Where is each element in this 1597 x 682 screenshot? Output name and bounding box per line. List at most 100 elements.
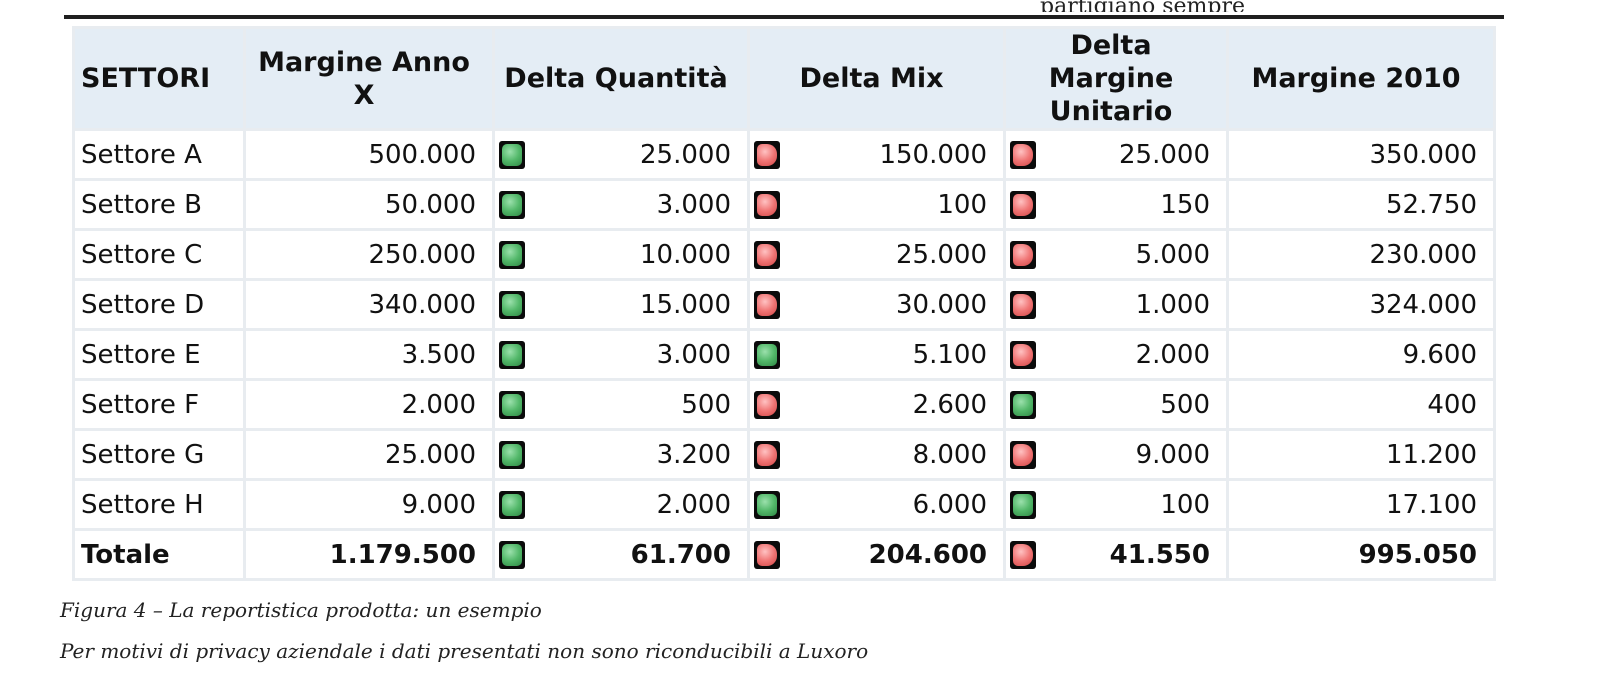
delta-unit-margin-cell: 25.000 — [1003, 128, 1229, 181]
delta-mix-value: 2.600 — [912, 389, 987, 420]
status-indicator-icon — [499, 390, 525, 419]
status-indicator-icon — [1010, 190, 1036, 219]
status-indicator-icon — [754, 190, 780, 219]
delta-unit-margin-value: 2.000 — [1135, 339, 1210, 370]
margin-x-cell: 50.000 — [243, 178, 495, 231]
margin-2010-cell: 17.100 — [1226, 478, 1496, 531]
delta-mix-value: 5.100 — [912, 339, 987, 370]
header-delta-margine-unitario: Delta Margine Unitario — [1003, 26, 1229, 131]
delta-quantity-cell: 15.000 — [492, 278, 750, 331]
delta-quantity-value: 2.000 — [656, 489, 731, 520]
status-indicator-icon — [754, 290, 780, 319]
header-margine-anno-x: Margine Anno X — [243, 26, 495, 131]
status-indicator-icon — [1010, 440, 1036, 469]
delta-unit-margin-value: 9.000 — [1135, 439, 1210, 470]
delta-quantity-cell: 25.000 — [492, 128, 750, 181]
total-row: Totale 1.179.500 61.700 204.600 41.550 9… — [72, 528, 1496, 581]
sector-cell: Settore H — [72, 478, 246, 531]
delta-mix-value: 25.000 — [896, 239, 987, 270]
delta-mix-value: 6.000 — [912, 489, 987, 520]
margin-x-cell: 250.000 — [243, 228, 495, 281]
table-row: Settore B 50.000 3.000 100 150 52.750 — [72, 178, 1496, 231]
table-row: Settore E 3.500 3.000 5.100 2.000 9.600 — [72, 328, 1496, 381]
delta-mix-cell: 6.000 — [747, 478, 1006, 531]
top-rule — [64, 15, 1504, 19]
header-settori: SETTORI — [72, 26, 246, 131]
sector-cell: Settore C — [72, 228, 246, 281]
delta-mix-cell: 2.600 — [747, 378, 1006, 431]
table-row: Settore G 25.000 3.200 8.000 9.000 11.20… — [72, 428, 1496, 481]
status-indicator-icon — [1010, 540, 1036, 569]
delta-unit-margin-value: 5.000 — [1135, 239, 1210, 270]
total-delta-quantity-cell: 61.700 — [492, 528, 750, 581]
margin-2010-cell: 230.000 — [1226, 228, 1496, 281]
margin-x-cell: 500.000 — [243, 128, 495, 181]
delta-unit-margin-value: 500 — [1160, 389, 1210, 420]
delta-unit-margin-cell: 5.000 — [1003, 228, 1229, 281]
delta-mix-value: 150.000 — [879, 139, 987, 170]
status-indicator-icon — [499, 190, 525, 219]
header-delta-mix: Delta Mix — [747, 26, 1006, 131]
total-delta-mix-value: 204.600 — [868, 539, 987, 570]
delta-mix-cell: 5.100 — [747, 328, 1006, 381]
total-delta-unit-margin-value: 41.550 — [1109, 539, 1210, 570]
delta-mix-value: 30.000 — [896, 289, 987, 320]
margin-x-cell: 25.000 — [243, 428, 495, 481]
sector-cell: Settore G — [72, 428, 246, 481]
table-row: Settore F 2.000 500 2.600 500 400 — [72, 378, 1496, 431]
status-indicator-icon — [754, 390, 780, 419]
privacy-note: Per motivi di privacy aziendale i dati p… — [60, 639, 869, 663]
status-indicator-icon — [754, 340, 780, 369]
delta-mix-value: 8.000 — [912, 439, 987, 470]
delta-quantity-value: 3.200 — [656, 439, 731, 470]
delta-quantity-value: 500 — [681, 389, 731, 420]
sector-cell: Settore F — [72, 378, 246, 431]
status-indicator-icon — [499, 340, 525, 369]
delta-mix-cell: 25.000 — [747, 228, 1006, 281]
margin-2010-cell: 9.600 — [1226, 328, 1496, 381]
delta-mix-cell: 100 — [747, 178, 1006, 231]
figure-caption: Figura 4 – La reportistica prodotta: un … — [60, 598, 542, 622]
status-indicator-icon — [1010, 390, 1036, 419]
delta-unit-margin-cell: 500 — [1003, 378, 1229, 431]
delta-unit-margin-cell: 1.000 — [1003, 278, 1229, 331]
delta-quantity-value: 3.000 — [656, 189, 731, 220]
table-row: Settore H 9.000 2.000 6.000 100 17.100 — [72, 478, 1496, 531]
delta-quantity-cell: 3.200 — [492, 428, 750, 481]
delta-mix-cell: 30.000 — [747, 278, 1006, 331]
status-indicator-icon — [1010, 490, 1036, 519]
margin-2010-cell: 400 — [1226, 378, 1496, 431]
margin-x-cell: 340.000 — [243, 278, 495, 331]
margin-x-cell: 2.000 — [243, 378, 495, 431]
status-indicator-icon — [499, 290, 525, 319]
status-indicator-icon — [1010, 140, 1036, 169]
delta-mix-value: 100 — [937, 189, 987, 220]
delta-unit-margin-cell: 150 — [1003, 178, 1229, 231]
status-indicator-icon — [754, 440, 780, 469]
delta-unit-margin-value: 25.000 — [1119, 139, 1210, 170]
header-margine-2010: Margine 2010 — [1226, 26, 1496, 131]
delta-quantity-value: 10.000 — [640, 239, 731, 270]
delta-unit-margin-value: 150 — [1160, 189, 1210, 220]
status-indicator-icon — [499, 140, 525, 169]
delta-unit-margin-cell: 2.000 — [1003, 328, 1229, 381]
table-row: Settore C 250.000 10.000 25.000 5.000 23… — [72, 228, 1496, 281]
status-indicator-icon — [499, 440, 525, 469]
delta-quantity-value: 25.000 — [640, 139, 731, 170]
delta-quantity-cell: 10.000 — [492, 228, 750, 281]
margin-2010-cell: 324.000 — [1226, 278, 1496, 331]
margin-x-cell: 9.000 — [243, 478, 495, 531]
status-indicator-icon — [499, 490, 525, 519]
status-indicator-icon — [499, 240, 525, 269]
status-indicator-icon — [754, 140, 780, 169]
delta-mix-cell: 150.000 — [747, 128, 1006, 181]
top-text-fragment: partigiano sempre — [1040, 0, 1400, 12]
status-indicator-icon — [1010, 290, 1036, 319]
status-indicator-icon — [1010, 340, 1036, 369]
delta-quantity-cell: 500 — [492, 378, 750, 431]
table-row: Settore A 500.000 25.000 150.000 25.000 … — [72, 128, 1496, 181]
delta-quantity-cell: 3.000 — [492, 178, 750, 231]
status-indicator-icon — [754, 540, 780, 569]
table-row: Settore D 340.000 15.000 30.000 1.000 32… — [72, 278, 1496, 331]
report-table: SETTORI Margine Anno X Delta Quantità De… — [72, 26, 1496, 581]
